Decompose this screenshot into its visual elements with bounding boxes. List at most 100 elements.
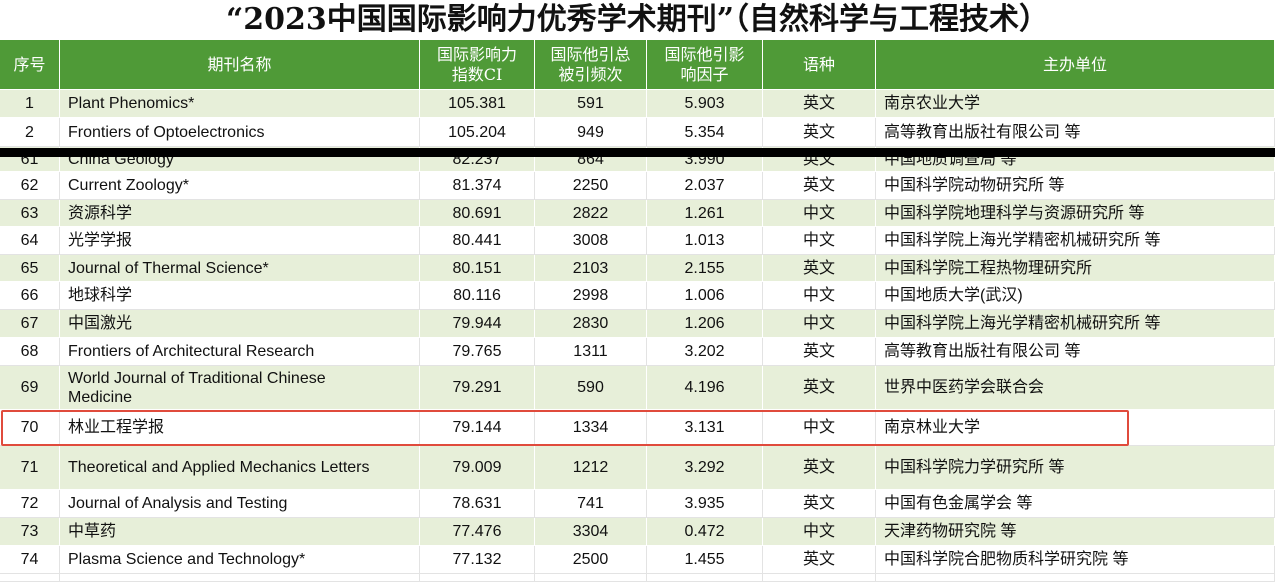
- table-cell: 2.155: [647, 255, 763, 282]
- cell-text: 5.354: [684, 123, 725, 141]
- cell-text: 中国科学院工程热物理研究所: [884, 259, 1093, 277]
- table-cell: 1: [0, 90, 60, 118]
- table-cell: 中文: [763, 310, 876, 338]
- cell-text: 69: [20, 379, 39, 396]
- table-cell: [763, 574, 876, 582]
- cell-text: 591: [577, 95, 604, 112]
- cell-text: 949: [577, 123, 604, 141]
- cell-text: 中文: [802, 315, 835, 332]
- table-cell: 英文: [763, 366, 876, 410]
- table-cell: 3.131: [647, 410, 763, 446]
- table-cell: 74: [0, 546, 60, 574]
- table-cell: 80.151: [420, 255, 535, 282]
- table-cell: 79.291: [420, 366, 535, 410]
- table-cell: 高等教育出版社有限公司 等: [876, 118, 1275, 147]
- table-cell: 地球科学: [60, 282, 420, 310]
- table-cell: 591: [535, 90, 647, 118]
- cell-text: 英文: [802, 379, 835, 396]
- cell-text: 中国科学院合肥物质科学研究院 等: [884, 551, 1129, 568]
- table-cell: 2830: [535, 310, 647, 338]
- table-cell: 949: [535, 118, 647, 147]
- cell-text: 中国科学院力学研究所 等: [884, 459, 1065, 476]
- table-cell: [0, 574, 60, 582]
- table-cell: 0.472: [647, 518, 763, 546]
- cell-text: 中国地质大学(武汉): [884, 287, 1023, 304]
- table-cell: 3304: [535, 518, 647, 546]
- cell-text: 1334: [572, 419, 609, 436]
- cell-text: 2.155: [684, 259, 725, 277]
- table-cell: 80.441: [420, 227, 535, 255]
- cell-text: 2830: [572, 315, 609, 332]
- table-cell: 中国有色金属学会 等: [876, 490, 1275, 518]
- cell-text: 2998: [572, 287, 609, 304]
- cell-text: Journal of Thermal Science*: [68, 259, 269, 277]
- table-cell: 71: [0, 446, 60, 490]
- cell-text: 光学学报: [68, 232, 133, 249]
- cell-text: 英文: [802, 551, 835, 568]
- table-cell: Plasma Science and Technology*: [60, 546, 420, 574]
- cell-text: 世界中医药学会联合会: [884, 379, 1045, 396]
- cell-text: 68: [20, 343, 39, 360]
- header-cell: 国际影响力 指数CI: [420, 40, 535, 90]
- header-text: 响因子: [680, 64, 729, 84]
- cell-text: 英文: [802, 123, 835, 141]
- cell-text: 105.204: [448, 123, 506, 141]
- table-cell: 1.206: [647, 310, 763, 338]
- table-cell: 3008: [535, 227, 647, 255]
- table-cell: 62: [0, 172, 60, 200]
- table-cell: 66: [0, 282, 60, 310]
- table-cell: 65: [0, 255, 60, 282]
- cell-text: 1.013: [684, 232, 725, 249]
- table-cell: 英文: [763, 118, 876, 147]
- cell-text: 林业工程学报: [68, 419, 165, 436]
- header-text: 被引频次: [558, 64, 623, 84]
- cell-text: 3008: [572, 232, 609, 249]
- table-cell: 英文: [763, 172, 876, 200]
- table-cell: 67: [0, 310, 60, 338]
- cell-text: 80.691: [452, 204, 502, 222]
- cell-text: 中国科学院地理科学与资源研究所 等: [884, 204, 1145, 222]
- table-cell: 4.196: [647, 366, 763, 410]
- cell-text: 天津药物研究院 等: [884, 523, 1017, 540]
- table-cell: 南京林业大学: [876, 410, 1275, 446]
- cell-text: 741: [577, 495, 604, 512]
- cell-text: 中文: [802, 419, 835, 436]
- table-cell: 79.009: [420, 446, 535, 490]
- cell-text: 2500: [572, 551, 609, 568]
- cell-text: 66: [20, 287, 39, 304]
- cell-text: 64: [20, 232, 39, 249]
- table-cell: 5.354: [647, 118, 763, 147]
- header-cell: 国际他引影 响因子: [647, 40, 763, 90]
- cell-text: 中国科学院上海光学精密机械研究所 等: [884, 232, 1161, 249]
- header-text: 国际影响力: [436, 44, 517, 64]
- cell-text: 英文: [802, 259, 835, 277]
- table-cell: 68: [0, 338, 60, 366]
- table-cell: 2500: [535, 546, 647, 574]
- cell-text: 78.631: [452, 495, 502, 512]
- table-cell: 80.691: [420, 200, 535, 227]
- cell-text: 79.944: [452, 315, 502, 332]
- table-cell: 中文: [763, 227, 876, 255]
- table-cell: [420, 574, 535, 582]
- table-cell: 中国科学院地理科学与资源研究所 等: [876, 200, 1275, 227]
- cell-text: 71: [20, 459, 39, 476]
- table-cell: 中国科学院动物研究所 等: [876, 172, 1275, 200]
- cell-text: 74: [20, 551, 39, 568]
- header-text: 国际他引总: [550, 44, 631, 64]
- cell-text: Journal of Analysis and Testing: [68, 495, 288, 512]
- table-cell: 3.202: [647, 338, 763, 366]
- cell-text: 中国科学院上海光学精密机械研究所 等: [884, 315, 1161, 332]
- table-cell: World Journal of Traditional Chinese Med…: [60, 366, 420, 410]
- table-cell: 72: [0, 490, 60, 518]
- cell-text: 高等教育出版社有限公司 等: [884, 343, 1081, 360]
- header-text: 主办单位: [1042, 54, 1107, 74]
- cell-text: 1.206: [684, 315, 725, 332]
- table-cell: [535, 574, 647, 582]
- cell-text: 63: [20, 204, 39, 222]
- cell-text: 南京林业大学: [884, 419, 981, 436]
- table-cell: [60, 574, 420, 582]
- table-cell: Plant Phenomics*: [60, 90, 420, 118]
- cell-text: 英文: [802, 177, 835, 194]
- header-cell: 序号: [0, 40, 60, 90]
- cell-text: 79.291: [452, 379, 502, 396]
